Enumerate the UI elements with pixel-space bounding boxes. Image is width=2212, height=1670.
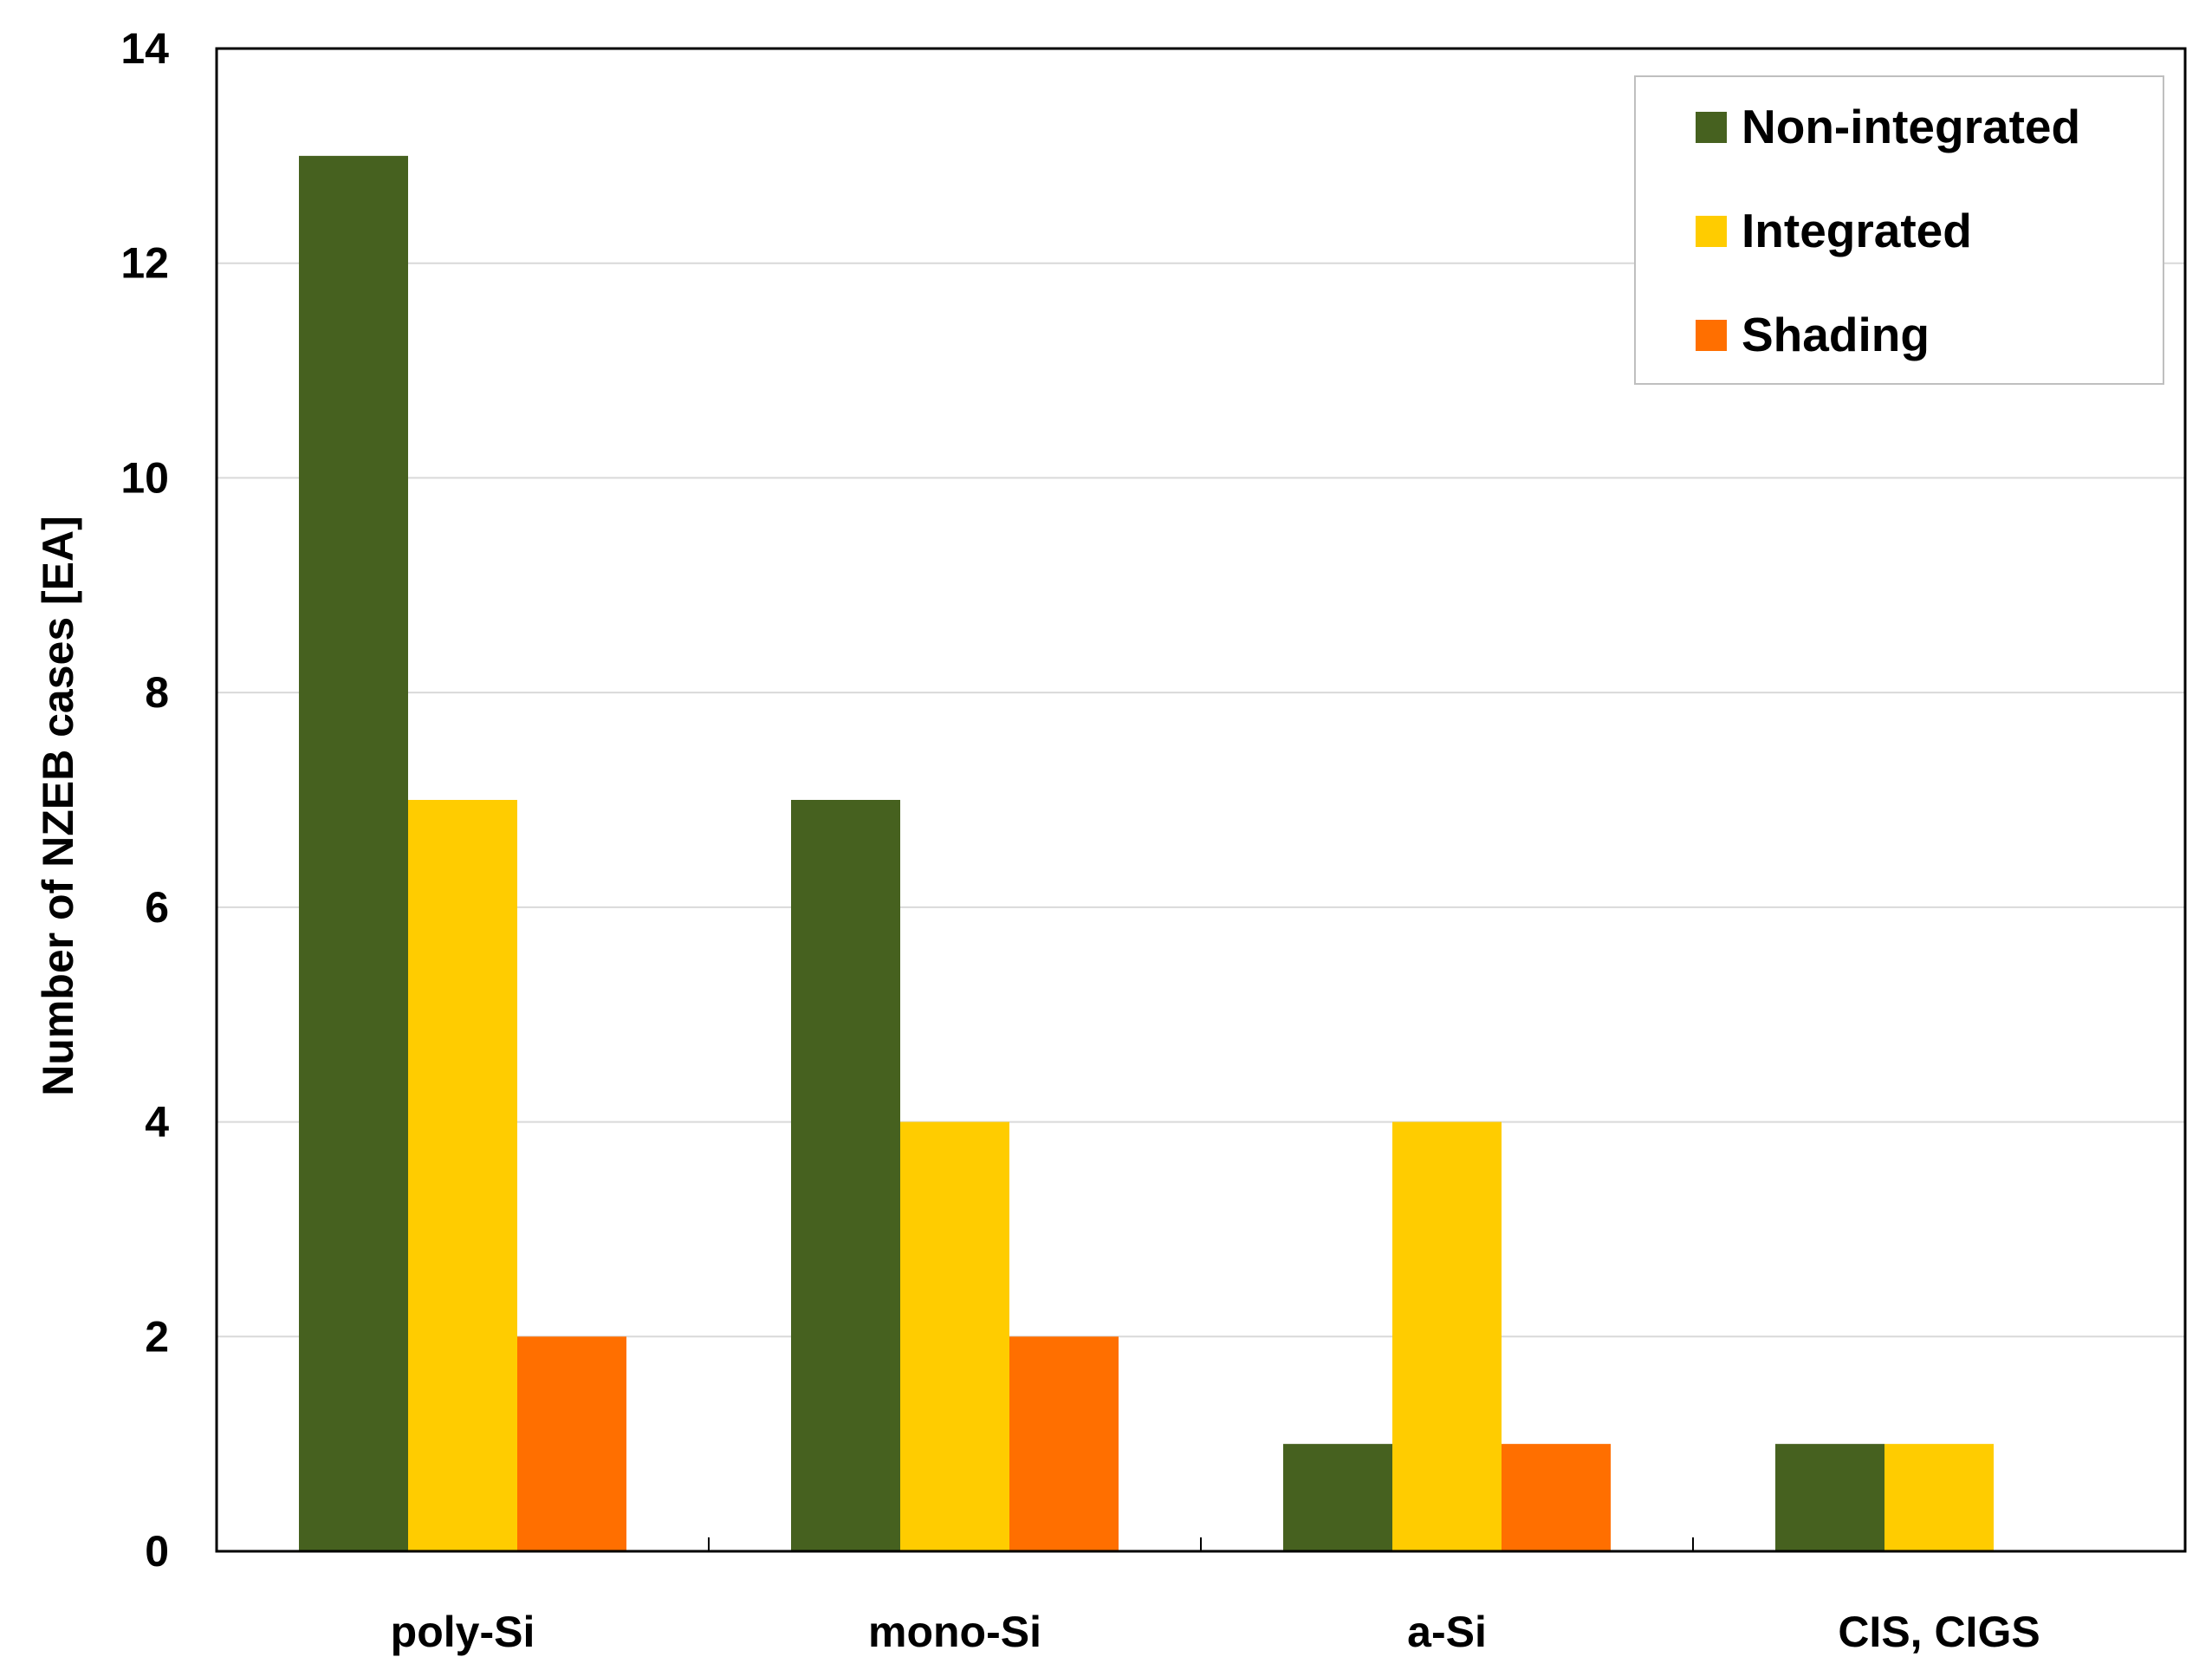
tick-labels: 0 2 4 6 8 10 12 14 poly-Si mono-Si a-Si CIS, CIGS bbox=[120, 24, 2040, 1656]
bars bbox=[299, 155, 1994, 1551]
legend-label: Non-integrated bbox=[1742, 100, 2080, 153]
bar-shading-mono-si bbox=[1009, 1336, 1119, 1551]
bar-non-integrated-a-si bbox=[1283, 1444, 1392, 1551]
y-tick-label: 8 bbox=[145, 668, 169, 717]
bar-non-integrated-cis-cigs bbox=[1775, 1444, 1884, 1551]
x-tick-label: mono-Si bbox=[868, 1608, 1041, 1656]
legend-label: Integrated bbox=[1742, 204, 1972, 257]
bar-integrated-poly-si bbox=[408, 800, 517, 1551]
legend-swatch bbox=[1696, 320, 1727, 351]
bar-shading-poly-si bbox=[517, 1336, 626, 1551]
y-tick-label: 0 bbox=[145, 1527, 169, 1576]
x-tick-label: a-Si bbox=[1407, 1608, 1487, 1656]
gridlines bbox=[217, 262, 2185, 1338]
y-tick-label: 2 bbox=[145, 1312, 169, 1361]
x-tick-label: poly-Si bbox=[391, 1608, 535, 1656]
legend-label: Shading bbox=[1742, 308, 1930, 361]
y-axis-title: Number of NZEB cases [EA] bbox=[34, 516, 82, 1096]
y-tick-label: 10 bbox=[120, 453, 169, 502]
bar-integrated-a-si bbox=[1392, 1121, 1502, 1551]
y-tick-label: 6 bbox=[145, 883, 169, 932]
bar-non-integrated-mono-si bbox=[791, 800, 900, 1551]
bar-integrated-cis-cigs bbox=[1884, 1444, 1994, 1551]
plot-frame bbox=[215, 47, 2187, 1553]
axes bbox=[215, 47, 2187, 1553]
bar-non-integrated-poly-si bbox=[299, 155, 408, 1551]
y-tick-label: 14 bbox=[120, 24, 169, 73]
y-tick-label: 4 bbox=[145, 1098, 169, 1147]
legend-swatch bbox=[1696, 216, 1727, 247]
legend-swatch bbox=[1696, 112, 1727, 143]
legend: Non-integrated Integrated Shading bbox=[1634, 75, 2164, 385]
x-tick-label: CIS, CIGS bbox=[1838, 1608, 2040, 1656]
y-tick-label: 12 bbox=[120, 239, 169, 288]
bar-integrated-mono-si bbox=[900, 1121, 1009, 1551]
bar-shading-a-si bbox=[1502, 1444, 1611, 1551]
